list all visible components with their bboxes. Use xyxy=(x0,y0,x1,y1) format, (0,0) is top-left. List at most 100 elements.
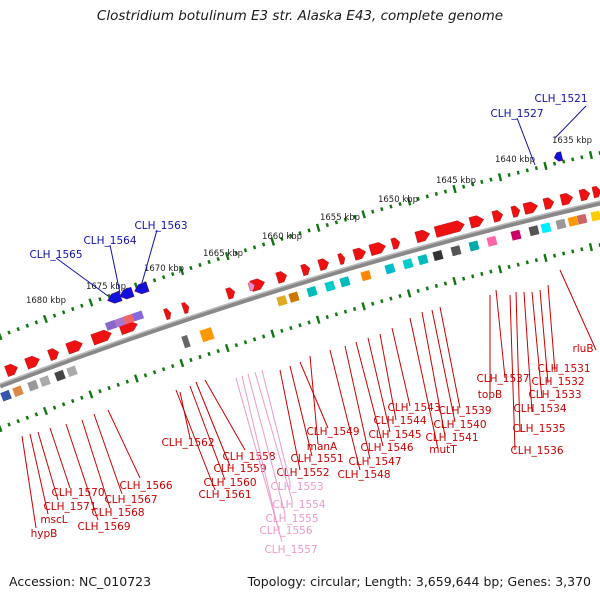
pink-gene-arrow xyxy=(247,282,256,292)
annotation-box xyxy=(306,285,318,298)
annotation-box xyxy=(12,385,24,397)
inner-tick xyxy=(252,337,257,342)
top-gene-label-leader xyxy=(516,117,536,166)
outer-tick xyxy=(171,272,175,277)
rna-gene-label-leader xyxy=(261,369,291,483)
outer-tick xyxy=(261,242,266,247)
forward-gene-arrow xyxy=(275,271,287,284)
outer-tick xyxy=(243,248,248,253)
outer-tick xyxy=(571,157,575,162)
outer-tick xyxy=(380,207,384,212)
forward-gene-arrow xyxy=(491,210,504,223)
accession-text: Accession: NC_010723 xyxy=(9,574,152,589)
left-gene-label: CLH_1571 xyxy=(43,501,96,513)
annotation-box xyxy=(528,225,540,237)
inner-tick xyxy=(298,323,302,328)
rna-gene-label-leader xyxy=(254,371,293,501)
outer-tick xyxy=(434,191,438,197)
rna-gene-label: CLH_1553 xyxy=(270,481,323,493)
annotation-box xyxy=(567,215,579,227)
kbp-tick-label: 1650 kbp xyxy=(378,195,418,205)
inner-tick xyxy=(107,385,111,391)
outer-tick xyxy=(70,306,75,312)
middle-gene-label: CLH_1544 xyxy=(373,415,426,427)
inner-tick xyxy=(80,395,84,400)
outer-tick xyxy=(480,179,484,184)
inner-tick xyxy=(25,415,30,420)
top-gene-label: CLH_1521 xyxy=(534,93,587,105)
outer-tick xyxy=(315,223,321,232)
annotation-box xyxy=(360,270,372,282)
annotation-box xyxy=(417,254,429,266)
middle-gene-label: CLH_1549 xyxy=(306,426,359,438)
middle-gene-label-leader xyxy=(204,379,246,451)
middle-gene-label-leader xyxy=(379,333,397,421)
outer-tick xyxy=(80,303,84,308)
cluster-box xyxy=(113,316,127,328)
forward-gene-arrow xyxy=(591,186,600,199)
annotation-box xyxy=(54,369,66,382)
outer-tick xyxy=(398,201,402,207)
left-gene-label: hypB xyxy=(31,528,58,540)
top-gene-label: CLH_1565 xyxy=(29,249,82,261)
inner-tick xyxy=(497,265,503,274)
annotation-box xyxy=(540,222,552,234)
inner-tick xyxy=(580,247,584,252)
right-gene-label: CLH_1534 xyxy=(513,403,566,415)
inner-tick xyxy=(352,306,357,312)
inner-tick xyxy=(98,389,102,394)
right-gene-label: topB xyxy=(478,389,502,401)
middle-gene-label: CLH_1548 xyxy=(337,469,390,481)
annotation-box xyxy=(39,375,51,387)
outer-tick xyxy=(471,182,475,187)
rna-gene-label-leader xyxy=(241,375,279,529)
middle-gene-label-leader xyxy=(279,369,301,471)
forward-gene-arrow xyxy=(559,193,574,206)
annotation-box xyxy=(555,218,567,230)
middle-gene-label-leader xyxy=(431,309,456,423)
right-gene-label-leader xyxy=(523,291,533,413)
inner-tick xyxy=(552,253,557,258)
inner-tick xyxy=(88,390,94,399)
kbp-tick-label: 1635 kbp xyxy=(552,136,592,146)
middle-gene-label-leader xyxy=(195,381,231,467)
forward-gene-arrow xyxy=(510,205,521,218)
middle-gene-label: CLH_1551 xyxy=(290,453,343,465)
right-gene-label: rluB xyxy=(572,343,593,355)
outer-tick xyxy=(443,189,448,194)
outer-tick xyxy=(516,170,520,175)
forward-gene-arrow xyxy=(578,188,591,202)
inner-tick xyxy=(516,262,520,267)
outer-tick xyxy=(580,155,584,160)
outer-tick xyxy=(543,161,548,171)
inner-tick xyxy=(189,357,193,363)
outer-tick xyxy=(325,222,329,228)
outer-tick xyxy=(489,177,493,182)
forward-gene-arrow xyxy=(337,253,346,265)
annotation-box xyxy=(27,379,39,392)
annotation-box xyxy=(450,245,462,257)
outer-tick xyxy=(525,168,529,173)
inner-tick xyxy=(406,289,412,298)
annotation-box xyxy=(276,295,288,307)
inner-tick xyxy=(243,340,248,345)
inner-tick xyxy=(361,302,366,311)
top-gene-label-leader xyxy=(109,244,121,294)
outer-tick xyxy=(52,313,57,318)
left-gene-label-leader xyxy=(29,433,49,515)
outer-tick xyxy=(497,173,503,182)
right-gene-label: CLH_1535 xyxy=(512,423,565,435)
forward-gene-arrow xyxy=(390,237,401,250)
outer-tick xyxy=(507,172,511,177)
middle-gene-label: CLH_1546 xyxy=(360,442,413,454)
outer-tick xyxy=(552,161,557,166)
outer-tick xyxy=(562,159,566,164)
rna-gene-label-leader xyxy=(235,377,283,543)
outer-tick xyxy=(334,220,339,225)
genome-backbone-highlight xyxy=(0,200,600,385)
middle-gene-label: CLH_1559 xyxy=(213,463,266,475)
forward-gene-arrow xyxy=(300,263,310,277)
forward-gene-arrow xyxy=(47,348,59,361)
cluster-box xyxy=(131,310,145,322)
